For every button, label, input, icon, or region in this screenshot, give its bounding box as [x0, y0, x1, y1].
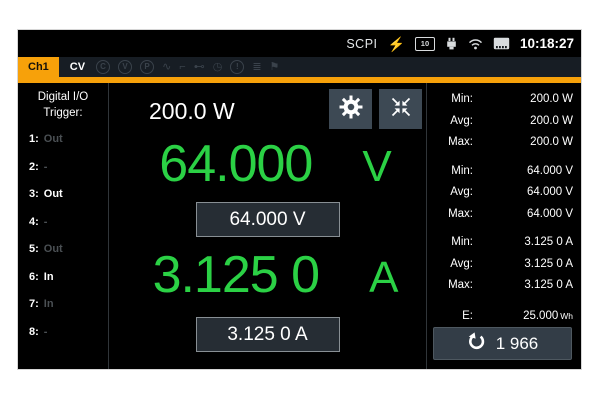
lan-icon — [493, 37, 510, 50]
dio-item-4: 4: - — [29, 215, 48, 228]
dio-item-6: 6: In — [29, 270, 54, 283]
constant-voltage-icon: V — [118, 60, 133, 74]
current-setpoint-field[interactable]: 3.125 0 A — [195, 317, 340, 352]
log-icon: ≣ — [252, 60, 262, 73]
voltage-min-row: Min: 64.000 V — [451, 164, 573, 177]
energy-unit: Wh — [560, 310, 573, 321]
constant-power-icon: P — [140, 60, 155, 74]
dio-item-1: 1: Out — [29, 133, 63, 146]
current-avg-row: Avg: 3.125 0 A — [450, 257, 573, 270]
channel-tab-bar: Ch1 CV C V P ∿ ⌐ ⊷ ◷ ! ≣ ⚑ — [18, 57, 581, 77]
collapse-view-button[interactable] — [379, 89, 422, 129]
ramp-icon: ⌐ — [179, 60, 186, 73]
current-unit: A — [369, 253, 399, 302]
wifi-icon — [468, 38, 483, 50]
statistics-reset-button[interactable]: 1 966 — [433, 327, 572, 360]
voltage-value: 64.000 — [159, 135, 313, 193]
voltage-setpoint-field[interactable]: 64.000 V — [195, 202, 340, 237]
analog-input-icon: ∿ — [162, 60, 172, 73]
digital-io-status-icon: 10 — [414, 36, 435, 51]
current-stats: Min: 3.125 0 A Avg: 3.125 0 A Max: 3.125… — [431, 232, 573, 297]
dio-item-3: 3: Out — [29, 188, 63, 201]
current-readout: 3.125 0 A — [109, 244, 426, 306]
power-min-row: Min: 200.0 W — [451, 93, 573, 105]
gear-icon — [338, 94, 364, 125]
power-max-row: Max: 200.0 W — [448, 136, 573, 148]
settings-button[interactable] — [329, 89, 372, 129]
tab-channel-1[interactable]: Ch1 — [18, 57, 59, 77]
digital-io-list: 1: Out 2: - 3: Out 4: - — [18, 134, 108, 338]
power-stats: Min: 200.0 W Avg: 200.0 W Max: 200.0 W — [431, 89, 573, 154]
energy-row: E: 25.000 Wh — [431, 306, 573, 328]
dio-item-2: 2: - — [29, 160, 48, 173]
sample-counter: 1 966 — [495, 333, 539, 353]
voltage-avg-row: Avg: 64.000 V — [450, 186, 573, 198]
status-icon-row: C V P ∿ ⌐ ⊷ ◷ ! ≣ ⚑ — [96, 57, 279, 77]
current-max-row: Max: 3.125 0 A — [448, 279, 573, 291]
usb-icon — [445, 37, 458, 50]
high-voltage-icon: ⚡ — [387, 35, 405, 52]
constant-current-icon: C — [96, 60, 111, 74]
collapse-icon — [390, 96, 412, 123]
voltage-max-row: Max: 64.000 V — [448, 207, 573, 220]
dio-item-5: 5: Out — [29, 243, 63, 256]
channel-readout-panel: 200.0 W — [109, 83, 427, 369]
voltage-stats: Min: 64.000 V Avg: 64.000 V Max: 64.000 … — [431, 161, 573, 226]
instrument-screen: SCPI ⚡ 10 — [18, 30, 581, 369]
header-buttons — [329, 89, 422, 129]
dio-item-8: 8: - — [29, 325, 48, 338]
scpi-status-label: SCPI — [346, 36, 378, 51]
timer-icon: ◷ — [212, 60, 223, 73]
readout-header: 200.0 W — [109, 89, 426, 129]
digital-io-title: Digital I/O Trigger: — [37, 91, 89, 119]
content-area: Digital I/O Trigger: 1: Out 2: - 3: Out — [18, 83, 581, 369]
statistics-panel: Min: 200.0 W Avg: 200.0 W Max: 200.0 W M… — [427, 83, 581, 369]
energy-value: 25.000 Wh — [523, 309, 573, 322]
voltage-readout: 64.000 V — [109, 133, 426, 195]
flag-icon: ⚑ — [269, 60, 280, 73]
reset-icon — [467, 331, 486, 356]
clock: 10:18:27 — [519, 36, 574, 51]
power-readout: 200.0 W — [149, 98, 235, 124]
delay-icon: ⊷ — [193, 60, 205, 73]
power-avg-row: Avg: 200.0 W — [450, 114, 573, 127]
current-min-row: Min: 3.125 0 A — [451, 236, 573, 248]
digital-io-panel: Digital I/O Trigger: 1: Out 2: - 3: Out — [18, 83, 109, 369]
voltage-unit: V — [362, 142, 392, 191]
alert-icon: ! — [230, 60, 245, 74]
cv-mode-badge: CV — [69, 61, 86, 73]
accent-underline — [18, 77, 581, 83]
current-value: 3.125 0 — [152, 246, 320, 304]
status-bar: SCPI ⚡ 10 — [18, 30, 581, 57]
dio-item-7: 7: In — [29, 298, 54, 311]
